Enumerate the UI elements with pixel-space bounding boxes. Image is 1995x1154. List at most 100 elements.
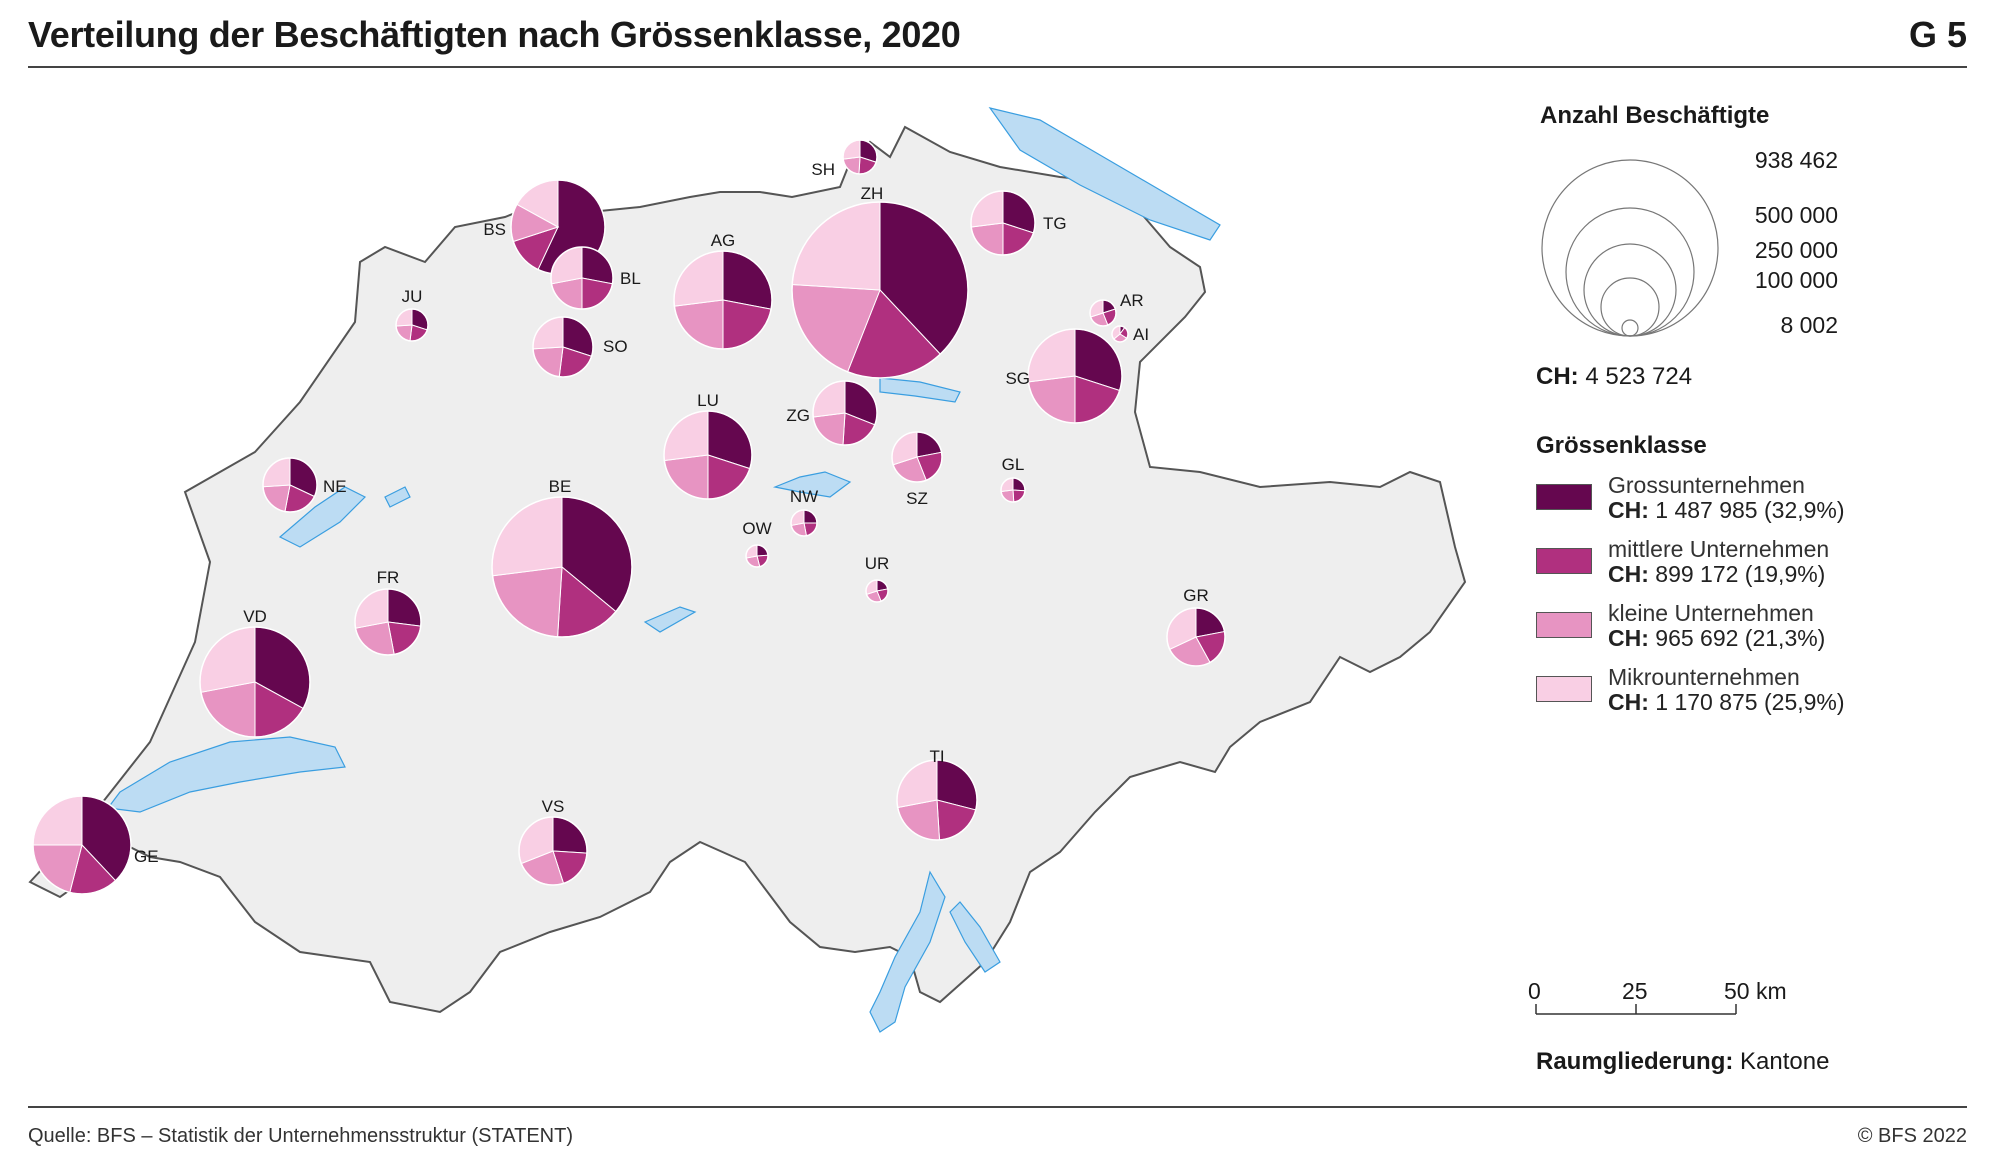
canton-label-tg: TG bbox=[1043, 214, 1067, 233]
canton-label-ag: AG bbox=[711, 231, 736, 250]
canton-label-be: BE bbox=[549, 477, 572, 496]
lake-thun bbox=[643, 606, 697, 633]
pie-so bbox=[532, 316, 594, 378]
pie-sh bbox=[842, 139, 878, 175]
lake-maggiore bbox=[869, 870, 946, 1033]
pie-be bbox=[491, 496, 633, 638]
ch-total-value: 4 523 724 bbox=[1585, 363, 1693, 390]
canton-label-zh: ZH bbox=[861, 184, 884, 203]
lake-biel bbox=[384, 486, 411, 508]
canton-label-so: SO bbox=[603, 337, 628, 356]
lakes bbox=[106, 107, 1221, 1033]
lake-geneva bbox=[106, 736, 346, 813]
chart-title: Verteilung der Beschäftigten nach Grösse… bbox=[28, 14, 961, 55]
category-mittlere-name: mittlere Unternehmen bbox=[1608, 536, 1830, 562]
raumgliederung-label: Raumgliederung: bbox=[1536, 1048, 1734, 1075]
category-kleine-value: CH: 965 692 (21,3%) bbox=[1608, 625, 1826, 651]
canton-label-gr: GR bbox=[1183, 586, 1209, 605]
pie-sg bbox=[1027, 328, 1123, 424]
pie-outline-sz bbox=[891, 431, 943, 483]
pie-gr bbox=[1166, 607, 1226, 667]
size-label-max: 938 462 bbox=[1754, 147, 1838, 173]
pie-ow bbox=[745, 544, 769, 568]
lake-zurich bbox=[879, 377, 961, 403]
canton-label-gl: GL bbox=[1002, 455, 1025, 474]
canton-label-vs: VS bbox=[542, 797, 565, 816]
canton-label-nw: NW bbox=[790, 487, 818, 506]
pie-outline-tg bbox=[970, 190, 1036, 256]
pie-zg bbox=[812, 380, 878, 446]
swatch-mikro bbox=[1536, 676, 1592, 702]
canton-label-ge: GE bbox=[134, 847, 159, 866]
swatch-kleine bbox=[1536, 612, 1592, 638]
pie-outline-gr bbox=[1166, 607, 1226, 667]
size-circle-max bbox=[1541, 159, 1719, 337]
size-circle-min bbox=[1621, 319, 1639, 337]
pie-outline-so bbox=[532, 316, 594, 378]
canton-label-ne: NE bbox=[323, 477, 347, 496]
pie-vd bbox=[199, 626, 311, 738]
pie-outline-ge bbox=[32, 795, 132, 895]
size-legend-circles bbox=[1541, 159, 1719, 337]
pie-outline-ag bbox=[673, 250, 773, 350]
source-note: Quelle: BFS – Statistik der Unternehmens… bbox=[28, 1125, 573, 1147]
canton-label-ow: OW bbox=[742, 519, 771, 538]
pie-outline-ur bbox=[865, 579, 889, 603]
pie-ag bbox=[673, 250, 773, 350]
header-rule bbox=[28, 66, 1967, 68]
scale-bar bbox=[1535, 1004, 1737, 1015]
canton-label-sg: SG bbox=[1005, 369, 1030, 388]
pie-outline-fr bbox=[354, 588, 422, 656]
lake-lugano bbox=[949, 901, 1001, 973]
pie-ti bbox=[896, 759, 978, 841]
pie-outline-ow bbox=[745, 544, 769, 568]
pie-ur bbox=[865, 579, 889, 603]
raumgliederung-value: Kantone bbox=[1740, 1048, 1830, 1075]
lake-neuchatel bbox=[278, 486, 367, 548]
pie-ar bbox=[1089, 299, 1117, 327]
category-mikro-name: Mikrounternehmen bbox=[1608, 664, 1800, 690]
canton-label-ai: AI bbox=[1133, 325, 1149, 344]
class-legend-title: Grössenklasse bbox=[1536, 432, 1707, 459]
pie-ju bbox=[395, 308, 429, 342]
pie-outline-lu bbox=[663, 410, 753, 500]
canton-label-bs: BS bbox=[483, 220, 506, 239]
swatch-gross bbox=[1536, 484, 1592, 510]
pie-ne bbox=[262, 457, 318, 513]
scale-tick-0: 0 bbox=[1528, 978, 1541, 1004]
pie-outline-vs bbox=[518, 816, 588, 886]
canton-label-sh: SH bbox=[811, 160, 835, 179]
pie-outline-nw bbox=[790, 509, 818, 537]
pie-outline-vd bbox=[199, 626, 311, 738]
pie-bl bbox=[550, 246, 614, 310]
pie-nw bbox=[790, 509, 818, 537]
category-gross-name: Grossunternehmen bbox=[1608, 472, 1805, 498]
canton-label-bl: BL bbox=[620, 269, 641, 288]
canton-label-vd: VD bbox=[243, 607, 267, 626]
category-gross-value: CH: 1 487 985 (32,9%) bbox=[1608, 497, 1845, 523]
footer-rule bbox=[28, 1106, 1967, 1108]
pie-gl bbox=[1000, 477, 1026, 503]
pie-ai bbox=[1111, 325, 1129, 343]
canton-label-ju: JU bbox=[402, 287, 423, 306]
pie-outline-zg bbox=[812, 380, 878, 446]
figure-code: G 5 bbox=[1908, 14, 1967, 55]
pie-outline-ne bbox=[262, 457, 318, 513]
pie-outline-zh bbox=[791, 201, 969, 379]
pie-outline-sh bbox=[842, 139, 878, 175]
pie-outline-sg bbox=[1027, 328, 1123, 424]
canton-label-ur: UR bbox=[865, 554, 890, 573]
pie-outline-ti bbox=[896, 759, 978, 841]
lake-lucerne bbox=[772, 471, 852, 498]
category-kleine-name: kleine Unternehmen bbox=[1608, 600, 1814, 626]
raumgliederung: Raumgliederung: Kantone bbox=[1536, 1048, 1829, 1076]
pie-outline-ai bbox=[1111, 325, 1129, 343]
ch-total-label: CH: bbox=[1536, 363, 1579, 390]
pie-sz bbox=[891, 431, 943, 483]
size-label-500000: 500 000 bbox=[1754, 202, 1838, 228]
size-label-250000: 250 000 bbox=[1754, 237, 1838, 263]
pie-layer: ZH BE VD AG SG GE LU TI BS VS BL FR SO TG GR ZG SZ NE SH JU… bbox=[32, 139, 1226, 895]
size-label-100000: 100 000 bbox=[1754, 267, 1838, 293]
ch-total: CH: 4 523 724 bbox=[1536, 363, 1692, 391]
